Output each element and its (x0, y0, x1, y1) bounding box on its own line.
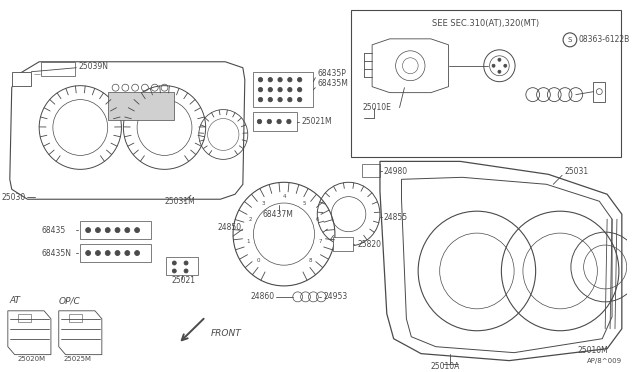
Circle shape (298, 87, 302, 92)
Circle shape (105, 250, 110, 256)
Circle shape (288, 77, 292, 82)
Text: 7: 7 (318, 239, 322, 244)
Bar (253, 72, 314, 107)
Bar (41, 62, 76, 76)
Text: 3: 3 (262, 201, 266, 206)
Circle shape (278, 97, 282, 102)
Text: 8: 8 (308, 258, 312, 263)
Text: 25031M: 25031M (164, 197, 195, 206)
Circle shape (125, 250, 130, 256)
Circle shape (257, 119, 262, 124)
Bar (12, 72, 31, 86)
Text: 25030: 25030 (2, 193, 26, 202)
Text: 68435P: 68435P (317, 69, 346, 78)
Circle shape (298, 97, 302, 102)
Circle shape (134, 228, 140, 232)
Circle shape (268, 87, 273, 92)
Circle shape (498, 58, 501, 61)
Text: S: S (568, 37, 572, 43)
Bar (80, 244, 151, 262)
Text: 25021: 25021 (172, 276, 195, 285)
Circle shape (115, 228, 120, 232)
Bar (351, 10, 621, 157)
Text: —: — (33, 72, 40, 78)
Text: 24855: 24855 (384, 213, 408, 222)
Text: 25820: 25820 (357, 240, 381, 248)
Bar (253, 112, 297, 131)
Circle shape (259, 87, 262, 92)
Text: 5: 5 (303, 201, 306, 206)
Circle shape (287, 119, 291, 124)
Text: 24850: 24850 (218, 222, 241, 232)
Circle shape (492, 64, 495, 67)
Circle shape (288, 97, 292, 102)
Circle shape (184, 261, 188, 265)
Text: 24953: 24953 (323, 292, 348, 301)
Circle shape (498, 70, 501, 73)
Text: 0: 0 (256, 258, 260, 263)
Text: 25021M: 25021M (301, 117, 332, 126)
Text: 25031: 25031 (564, 167, 588, 176)
Text: 25010A: 25010A (431, 362, 460, 371)
Circle shape (268, 77, 273, 82)
Circle shape (288, 87, 292, 92)
Text: 24860: 24860 (251, 292, 275, 301)
Text: 25020M: 25020M (18, 356, 45, 362)
Text: FRONT: FRONT (211, 329, 241, 338)
Bar (18, 314, 31, 322)
Text: 68435M: 68435M (317, 79, 348, 88)
Circle shape (105, 228, 110, 232)
Circle shape (259, 97, 262, 102)
Circle shape (259, 77, 262, 82)
Circle shape (278, 87, 282, 92)
Circle shape (172, 269, 176, 273)
Text: SEE SEC.310(AT),320(MT): SEE SEC.310(AT),320(MT) (432, 19, 540, 28)
Text: 25010E: 25010E (362, 103, 391, 112)
Circle shape (184, 269, 188, 273)
Bar (333, 237, 353, 251)
Text: 25025M: 25025M (63, 356, 92, 362)
Circle shape (504, 64, 507, 67)
Circle shape (86, 250, 91, 256)
Text: 68435: 68435 (41, 226, 65, 235)
Text: 1: 1 (246, 239, 250, 244)
Circle shape (278, 77, 282, 82)
Text: 2: 2 (248, 217, 252, 222)
Circle shape (298, 77, 302, 82)
Circle shape (115, 250, 120, 256)
Text: 4: 4 (282, 194, 285, 199)
Text: 25010M: 25010M (578, 346, 609, 355)
Text: 6: 6 (316, 217, 319, 222)
Circle shape (86, 228, 91, 232)
Bar (362, 164, 380, 177)
Text: 08363-6122B: 08363-6122B (579, 35, 630, 44)
Text: 24980: 24980 (384, 167, 408, 176)
Text: AP/8^009: AP/8^009 (587, 357, 622, 363)
Circle shape (268, 97, 273, 102)
Circle shape (267, 119, 271, 124)
Bar (166, 257, 198, 275)
Text: 68435N: 68435N (41, 248, 71, 257)
Circle shape (95, 250, 100, 256)
Bar (80, 221, 151, 239)
Circle shape (95, 228, 100, 232)
Circle shape (277, 119, 281, 124)
Circle shape (125, 228, 130, 232)
Text: AT: AT (10, 296, 20, 305)
Text: 25039N: 25039N (78, 62, 108, 71)
Circle shape (134, 250, 140, 256)
Text: 68437M: 68437M (262, 210, 293, 219)
Circle shape (172, 261, 176, 265)
Bar (68, 314, 83, 322)
Text: OP/C: OP/C (59, 296, 81, 305)
Bar (108, 92, 174, 119)
